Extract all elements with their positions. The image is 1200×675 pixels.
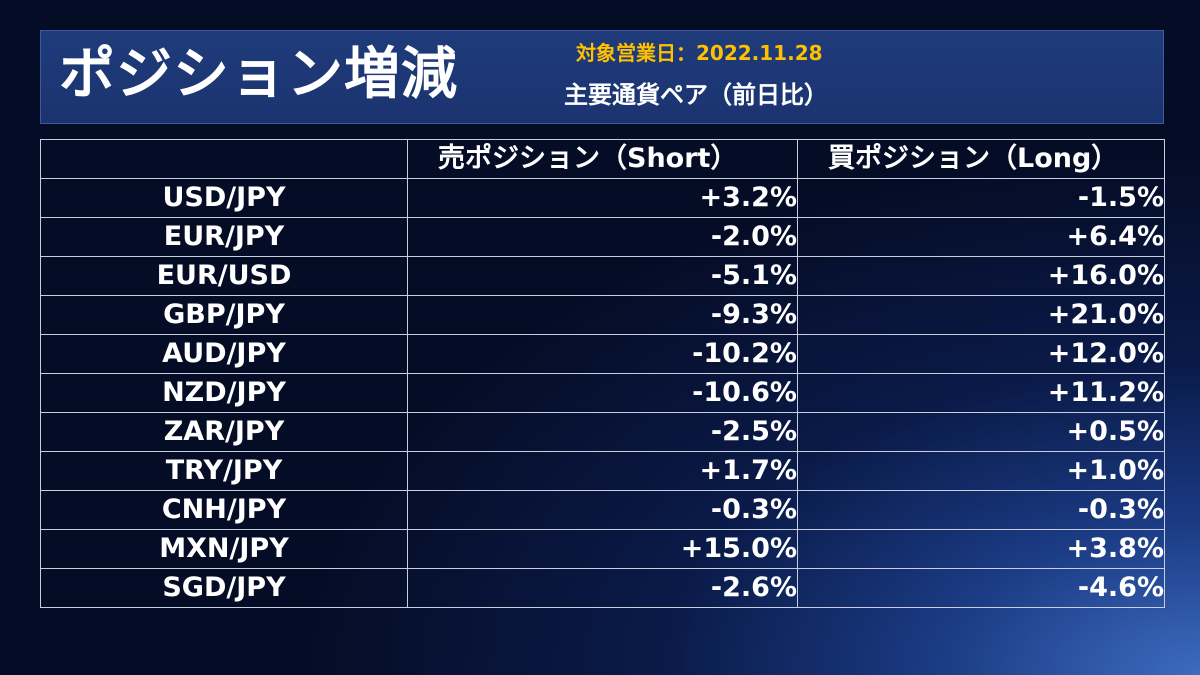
table-row: TRY/JPY +1.7% +1.0% [40,451,1165,491]
currency-pair-cell: MXN/JPY [40,529,408,569]
currency-pair-cell: CNH/JPY [40,490,408,530]
table-row: EUR/USD -5.1% +16.0% [40,256,1165,296]
short-change-cell: -10.2% [407,334,798,374]
long-change-cell: +6.4% [797,217,1165,257]
column-header-pair [40,139,408,179]
long-change-cell: +16.0% [797,256,1165,296]
table-row: AUD/JPY -10.2% +12.0% [40,334,1165,374]
table-header-row: 売ポジション（Short） 買ポジション（Long） [40,139,1165,179]
target-date-label: 対象営業日：2022.11.28 [576,41,823,65]
table-row: EUR/JPY -2.0% +6.4% [40,217,1165,257]
currency-pair-cell: SGD/JPY [40,568,408,608]
currency-pair-cell: GBP/JPY [40,295,408,335]
page-subtitle: 主要通貨ペア（前日比） [564,81,828,109]
long-change-cell: +0.5% [797,412,1165,452]
currency-pair-cell: EUR/USD [40,256,408,296]
long-change-cell: +1.0% [797,451,1165,491]
long-change-cell: +11.2% [797,373,1165,413]
table-row: ZAR/JPY -2.5% +0.5% [40,412,1165,452]
currency-pair-cell: EUR/JPY [40,217,408,257]
short-change-cell: -9.3% [407,295,798,335]
short-change-cell: +15.0% [407,529,798,569]
position-change-table: 売ポジション（Short） 買ポジション（Long） USD/JPY +3.2%… [40,139,1165,608]
currency-pair-cell: TRY/JPY [40,451,408,491]
long-change-cell: +21.0% [797,295,1165,335]
short-change-cell: -2.6% [407,568,798,608]
short-change-cell: +1.7% [407,451,798,491]
short-change-cell: -5.1% [407,256,798,296]
header-banner: ポジション増減 対象営業日：2022.11.28 主要通貨ペア（前日比） [40,30,1164,124]
table-row: SGD/JPY -2.6% -4.6% [40,568,1165,608]
table-row: GBP/JPY -9.3% +21.0% [40,295,1165,335]
currency-pair-cell: USD/JPY [40,178,408,218]
long-change-cell: +3.8% [797,529,1165,569]
currency-pair-cell: ZAR/JPY [40,412,408,452]
table-row: USD/JPY +3.2% -1.5% [40,178,1165,218]
short-change-cell: -2.0% [407,217,798,257]
short-change-cell: -2.5% [407,412,798,452]
long-change-cell: -0.3% [797,490,1165,530]
table-row: MXN/JPY +15.0% +3.8% [40,529,1165,569]
short-change-cell: +3.2% [407,178,798,218]
long-change-cell: -4.6% [797,568,1165,608]
currency-pair-cell: NZD/JPY [40,373,408,413]
short-change-cell: -10.6% [407,373,798,413]
page-title: ポジション増減 [59,42,458,107]
long-change-cell: +12.0% [797,334,1165,374]
column-header-short: 売ポジション（Short） [407,139,798,179]
table-row: CNH/JPY -0.3% -0.3% [40,490,1165,530]
currency-pair-cell: AUD/JPY [40,334,408,374]
short-change-cell: -0.3% [407,490,798,530]
table-row: NZD/JPY -10.6% +11.2% [40,373,1165,413]
column-header-long: 買ポジション（Long） [797,139,1165,179]
long-change-cell: -1.5% [797,178,1165,218]
